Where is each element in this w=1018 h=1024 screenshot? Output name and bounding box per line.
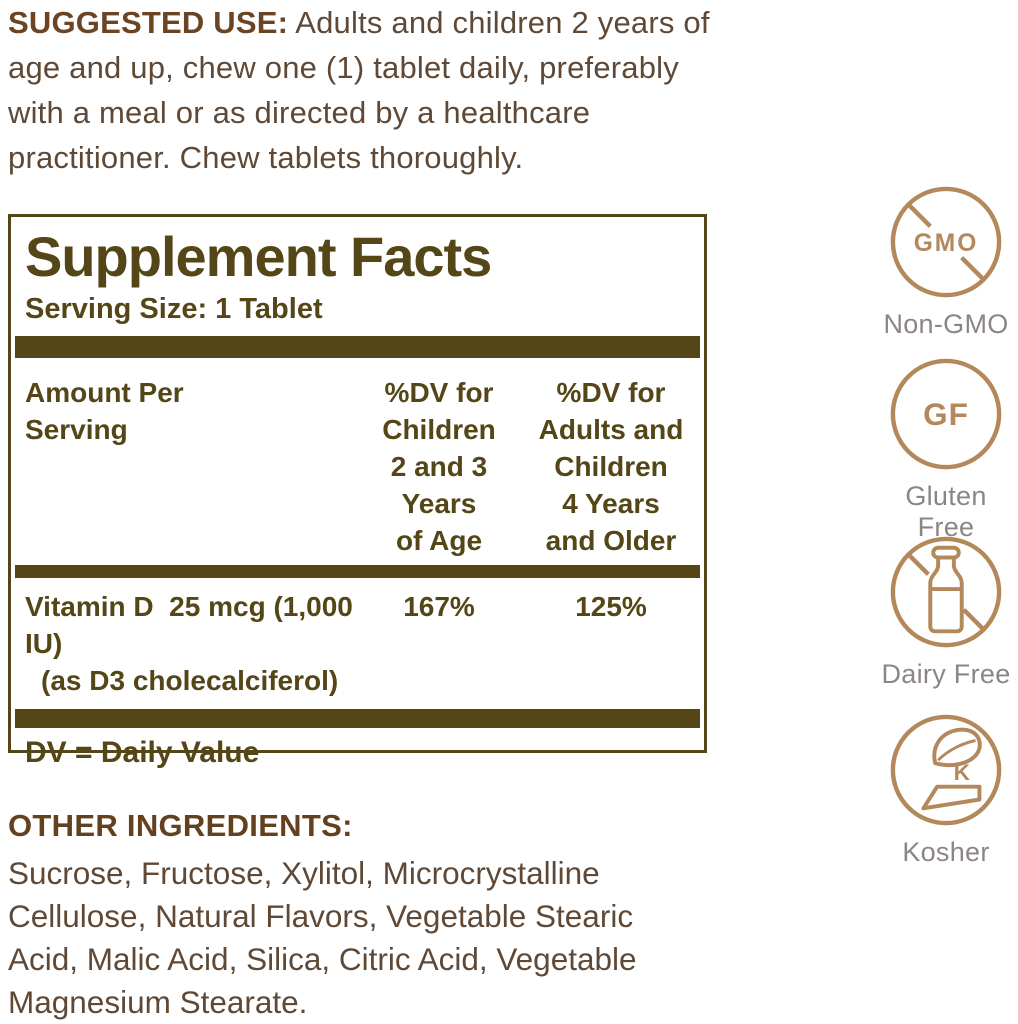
supplement-facts-panel: Supplement Facts Serving Size: 1 Tablet … xyxy=(8,214,707,769)
gmo-icon-text: GMO xyxy=(914,230,979,257)
divider-bar-bottom xyxy=(15,709,700,728)
nutrient-name-sub: (as D3 cholecalciferol) xyxy=(41,665,339,696)
dv-footnote: DV = Daily Value xyxy=(25,736,260,769)
suggested-use-text: Adults and children 2 years of age and u… xyxy=(8,5,710,175)
supplement-facts-title: Supplement Facts xyxy=(25,225,492,288)
badge-kosher: K Kosher xyxy=(878,711,1014,868)
badge-dairy-free: Dairy Free xyxy=(878,533,1014,690)
serving-size: Serving Size: 1 Tablet xyxy=(25,293,323,325)
dairy-free-icon xyxy=(890,536,1002,648)
kosher-icon: K xyxy=(890,714,1002,826)
badge-non-gmo: GMO Non-GMO xyxy=(878,183,1014,340)
kosher-leaf-icon xyxy=(932,727,982,768)
nutrient-name: Vitamin D 25 mcg (1,000 IU) xyxy=(25,591,361,659)
divider-bar-middle xyxy=(15,565,700,578)
other-ingredients-section: OTHER INGREDIENTS: Sucrose, Fructose, Xy… xyxy=(8,808,808,1024)
column-header-dv-children: %DV for Children 2 and 3 Years of Age xyxy=(382,377,496,556)
dv-adults-value: 125% xyxy=(575,591,647,622)
suggested-use-label: SUGGESTED USE: xyxy=(8,5,289,40)
divider-bar-top xyxy=(15,336,700,358)
other-ingredients-text: Sucrose, Fructose, Xylitol, Microcrystal… xyxy=(8,855,637,1020)
gf-icon-text: GF xyxy=(923,397,969,432)
table-header-row: Amount Per Serving %DV for Children 2 an… xyxy=(11,358,704,559)
kosher-ribbon-shape xyxy=(921,784,982,811)
badge-label-non-gmo: Non-GMO xyxy=(883,309,1009,339)
badge-label-kosher: Kosher xyxy=(902,837,990,867)
other-ingredients-label: OTHER INGREDIENTS: xyxy=(8,808,353,843)
non-gmo-icon: GMO xyxy=(890,186,1002,298)
column-header-dv-adults: %DV for Adults and Children 4 Years and … xyxy=(538,377,684,556)
milk-bottle-icon xyxy=(928,545,964,634)
gluten-free-icon: GF xyxy=(890,358,1002,470)
dv-children-value: 167% xyxy=(403,591,475,622)
suggested-use-paragraph: SUGGESTED USE: Adults and children 2 yea… xyxy=(8,0,858,180)
column-header-amount-per-serving: Amount Per Serving xyxy=(25,377,184,445)
badge-gluten-free: GF Gluten Free xyxy=(878,355,1014,543)
table-row-vitamin-d: Vitamin D 25 mcg (1,000 IU) (as D3 chole… xyxy=(11,578,704,699)
badge-label-dairy-free: Dairy Free xyxy=(881,659,1011,689)
nutrient-name-cell: Vitamin D 25 mcg (1,000 IU) (as D3 chole… xyxy=(11,588,360,699)
kosher-icon-text: K xyxy=(954,760,971,785)
